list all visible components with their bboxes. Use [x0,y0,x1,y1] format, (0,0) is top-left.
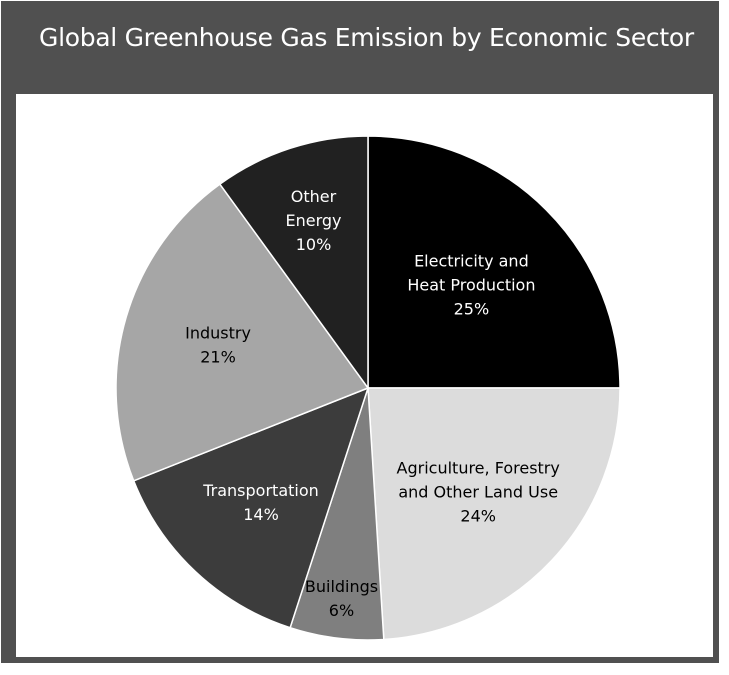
slice-value-label: 24% [460,507,496,526]
slice-label-line: Agriculture, Forestry [397,459,560,478]
slice-label-line: Other [291,187,337,206]
chart-frame: Global Greenhouse Gas Emission by Econom… [1,1,719,663]
slice-value-label: 6% [329,601,354,620]
slice-label-line: Electricity and [414,252,529,271]
slice-value-label: 14% [243,505,279,524]
slice-label: Industry 21% [185,323,251,366]
slice-label-line: Buildings [305,577,378,596]
slice-label: Other Energy 10% [285,187,341,254]
pie-slice [367,135,621,389]
slice-label-line: Energy [285,211,341,230]
slice-value-label: 10% [296,235,332,254]
pie-slice [132,386,370,629]
slice-label: Electricity and Heat Production 25% [407,252,535,319]
slice-label-line: Transportation [202,481,319,500]
slice-label-line: Heat Production [407,276,535,295]
slice-value-label: 25% [454,300,490,319]
pie-chart: Electricity and Heat Production 25% Agricul… [115,135,621,641]
pie-slice [367,387,621,641]
slice-label: Transportation 14% [202,481,319,524]
pie-slice [115,183,370,482]
slice-value-label: 21% [200,347,236,366]
slice-label: Buildings 6% [305,577,378,620]
plot-area: Electricity and Heat Production 25% Agricul… [16,94,713,657]
slice-label-line: Industry [185,323,251,342]
chart-title: Global Greenhouse Gas Emission by Econom… [39,23,694,52]
slice-label-line: and Other Land Use [398,483,558,502]
slice-label: Agriculture, Forestry and Other Land Use 2… [397,459,560,526]
pie-slice [218,135,369,391]
